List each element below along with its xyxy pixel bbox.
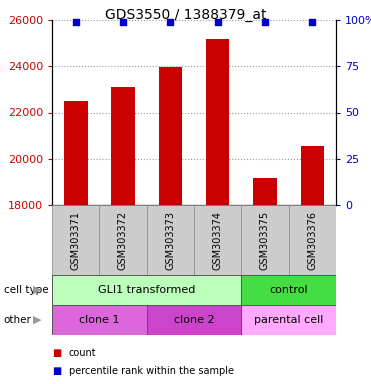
Bar [253, 179, 277, 205]
Text: GSM303374: GSM303374 [213, 210, 223, 270]
Bar [241, 275, 336, 305]
Text: GDS3550 / 1388379_at: GDS3550 / 1388379_at [105, 8, 266, 22]
Text: clone 2: clone 2 [174, 315, 214, 325]
Bar [289, 205, 336, 275]
Text: parental cell: parental cell [254, 315, 324, 325]
Point [309, 19, 315, 25]
Bar [147, 205, 194, 275]
Bar [99, 205, 147, 275]
Text: ■: ■ [52, 348, 61, 358]
Point [215, 19, 221, 25]
Text: ■: ■ [52, 366, 61, 376]
Bar [52, 275, 241, 305]
Text: control: control [269, 285, 308, 295]
Text: GSM303376: GSM303376 [307, 210, 317, 270]
Text: GSM303371: GSM303371 [70, 210, 81, 270]
Bar [241, 205, 289, 275]
Text: ▶: ▶ [33, 315, 42, 325]
Bar [241, 305, 336, 335]
Text: percentile rank within the sample: percentile rank within the sample [69, 366, 234, 376]
Bar [52, 205, 99, 275]
Bar [64, 101, 88, 205]
Text: GSM303372: GSM303372 [118, 210, 128, 270]
Bar [111, 87, 135, 205]
Text: count: count [69, 348, 96, 358]
Bar [301, 146, 324, 205]
Text: other: other [4, 315, 32, 325]
Bar [206, 38, 230, 205]
Bar [158, 68, 182, 205]
Point [262, 19, 268, 25]
Text: cell type: cell type [4, 285, 48, 295]
Point [73, 19, 79, 25]
Bar [147, 305, 241, 335]
Bar [194, 205, 241, 275]
Text: GSM303375: GSM303375 [260, 210, 270, 270]
Text: clone 1: clone 1 [79, 315, 119, 325]
Point [167, 19, 173, 25]
Text: GSM303373: GSM303373 [165, 210, 175, 270]
Text: GLI1 transformed: GLI1 transformed [98, 285, 196, 295]
Point [120, 19, 126, 25]
Text: ▶: ▶ [33, 285, 42, 295]
Bar [52, 305, 147, 335]
